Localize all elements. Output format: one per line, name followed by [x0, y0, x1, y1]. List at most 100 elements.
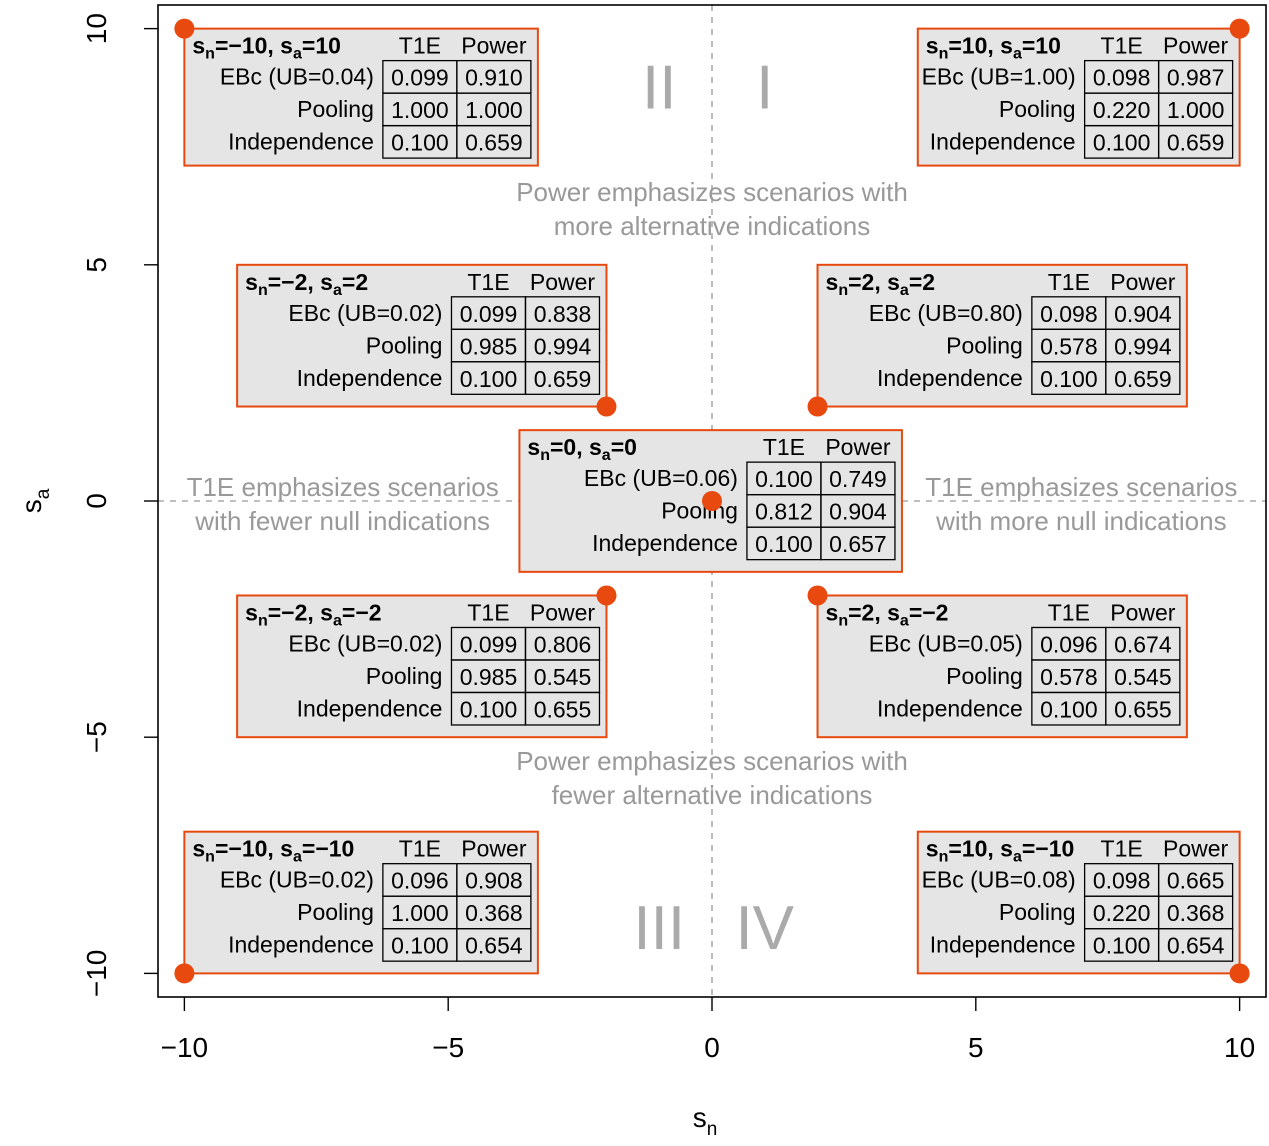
- scenario-title-part: −2: [281, 599, 307, 625]
- scenario-title-part: a: [333, 282, 342, 299]
- scenario-box-frame: [916, 830, 1241, 975]
- row-label: Independence: [297, 695, 443, 721]
- x-tick-label: −10: [161, 1032, 209, 1063]
- annotation-text: Power emphasizes scenarios with: [516, 177, 908, 207]
- row-label: EBc (UB=0.06): [584, 465, 738, 491]
- y-tick-label: 5: [81, 257, 112, 273]
- table-value: 0.904: [829, 499, 887, 525]
- table-value: 0.812: [755, 499, 813, 525]
- table-value: 0.987: [1167, 65, 1225, 91]
- scenario-title-part: , s: [987, 836, 1013, 862]
- table-value: 0.659: [1167, 130, 1225, 156]
- column-header: Power: [530, 599, 596, 625]
- table-value: 0.100: [1040, 366, 1098, 392]
- scenario-title-part: n: [258, 282, 268, 299]
- scenario-title: sn=2, sa=2: [826, 269, 936, 299]
- annotation-text: Power emphasizes scenarios with: [516, 746, 908, 776]
- scenario-title-part: −2: [355, 599, 381, 625]
- scenario-title-part: =: [848, 269, 861, 295]
- row-label: EBc (UB=0.08): [922, 867, 1076, 893]
- scenario-title-part: =: [948, 836, 961, 862]
- table-cell: [1105, 361, 1181, 395]
- column-header: T1E: [763, 434, 805, 460]
- x-tick-label: 10: [1224, 1032, 1255, 1063]
- scenario-title-part: 10: [962, 33, 988, 59]
- scenario-title-part: s: [192, 33, 205, 59]
- column-header: Power: [1110, 599, 1176, 625]
- scenario-box-frame: [916, 27, 1241, 167]
- scenario-title-part: n: [205, 46, 215, 63]
- scenario-box-frame: [816, 594, 1188, 739]
- scenario-title-part: 10: [1035, 33, 1061, 59]
- table-value: 0.100: [391, 933, 449, 959]
- table-cell: [524, 691, 601, 726]
- row-label: EBc (UB=0.02): [288, 630, 442, 656]
- scenario-title-part: =: [848, 599, 861, 625]
- scenario-title-part: , s: [874, 599, 900, 625]
- row-label: Pooling: [999, 899, 1076, 925]
- scenario-title-part: n: [939, 849, 949, 866]
- scenario-title-part: s: [245, 599, 258, 625]
- row-label: Pooling: [297, 96, 374, 122]
- table-value: 0.220: [1093, 97, 1151, 123]
- scenario-title-part: s: [527, 434, 540, 460]
- table-value: 0.545: [534, 664, 592, 690]
- row-label: Independence: [228, 129, 374, 155]
- table-value: 0.100: [755, 531, 813, 557]
- table-value: 0.100: [460, 696, 518, 722]
- column-header: Power: [1163, 33, 1229, 59]
- table-value: 0.096: [391, 868, 449, 894]
- scenario-title-part: 2: [922, 269, 935, 295]
- scenario-title: sn=−2, sa=−2: [245, 599, 381, 629]
- row-label: Pooling: [366, 332, 443, 358]
- scenario-title-part: =: [268, 269, 281, 295]
- table-value: 0.654: [465, 933, 523, 959]
- scenario-title-part: −2: [922, 599, 948, 625]
- row-label: Independence: [877, 695, 1023, 721]
- table-value: 0.098: [1093, 868, 1151, 894]
- scenario-title-part: s: [826, 599, 839, 625]
- scenario-title-part: , s: [307, 269, 333, 295]
- table-value: 0.100: [391, 130, 449, 156]
- quadrant-label: III: [633, 894, 685, 963]
- scenario-title-part: n: [258, 612, 268, 629]
- scenario-title-part: , s: [267, 33, 293, 59]
- table-value: 1.000: [391, 97, 449, 123]
- y-tick-label: −5: [81, 721, 112, 753]
- scenario-title: sn=10, sa=10: [926, 33, 1061, 63]
- y-axis-label: sa: [16, 488, 54, 513]
- scenario-title-part: −10: [228, 33, 267, 59]
- table-value: 0.657: [829, 531, 887, 557]
- table-cell: [456, 124, 532, 159]
- column-header: T1E: [467, 599, 509, 625]
- table-value: 0.368: [465, 900, 523, 926]
- scenario-title-part: s: [826, 269, 839, 295]
- column-header: T1E: [1048, 269, 1090, 295]
- scenario-title-part: , s: [267, 836, 293, 862]
- scenario-title-part: 10: [962, 836, 988, 862]
- scenario-title-part: a: [900, 282, 909, 299]
- table-value: 0.654: [1167, 933, 1225, 959]
- column-header: Power: [825, 434, 891, 460]
- scenario-box-frame: [816, 263, 1188, 408]
- x-tick-label: −5: [432, 1032, 464, 1063]
- table-cell: [1157, 928, 1234, 962]
- x-axis-label: sn: [693, 1102, 718, 1140]
- row-label: EBc (UB=0.04): [220, 64, 374, 90]
- table-value: 0.665: [1167, 868, 1225, 894]
- row-label: Independence: [592, 530, 738, 556]
- table-value: 0.985: [460, 664, 518, 690]
- data-point: [807, 585, 828, 606]
- table-value: 0.994: [534, 333, 592, 359]
- annotation-text: T1E emphasizes scenarios: [187, 472, 499, 502]
- table-cell: [1105, 691, 1181, 726]
- scenario-title: sn=2, sa=−2: [826, 599, 949, 629]
- table-value: 0.100: [755, 466, 813, 492]
- scenario-title-part: , s: [987, 33, 1013, 59]
- annotation-text: more alternative indications: [554, 211, 871, 241]
- scenario-title-part: =: [1022, 836, 1035, 862]
- data-point: [174, 18, 195, 39]
- table-value: 0.096: [1040, 631, 1098, 657]
